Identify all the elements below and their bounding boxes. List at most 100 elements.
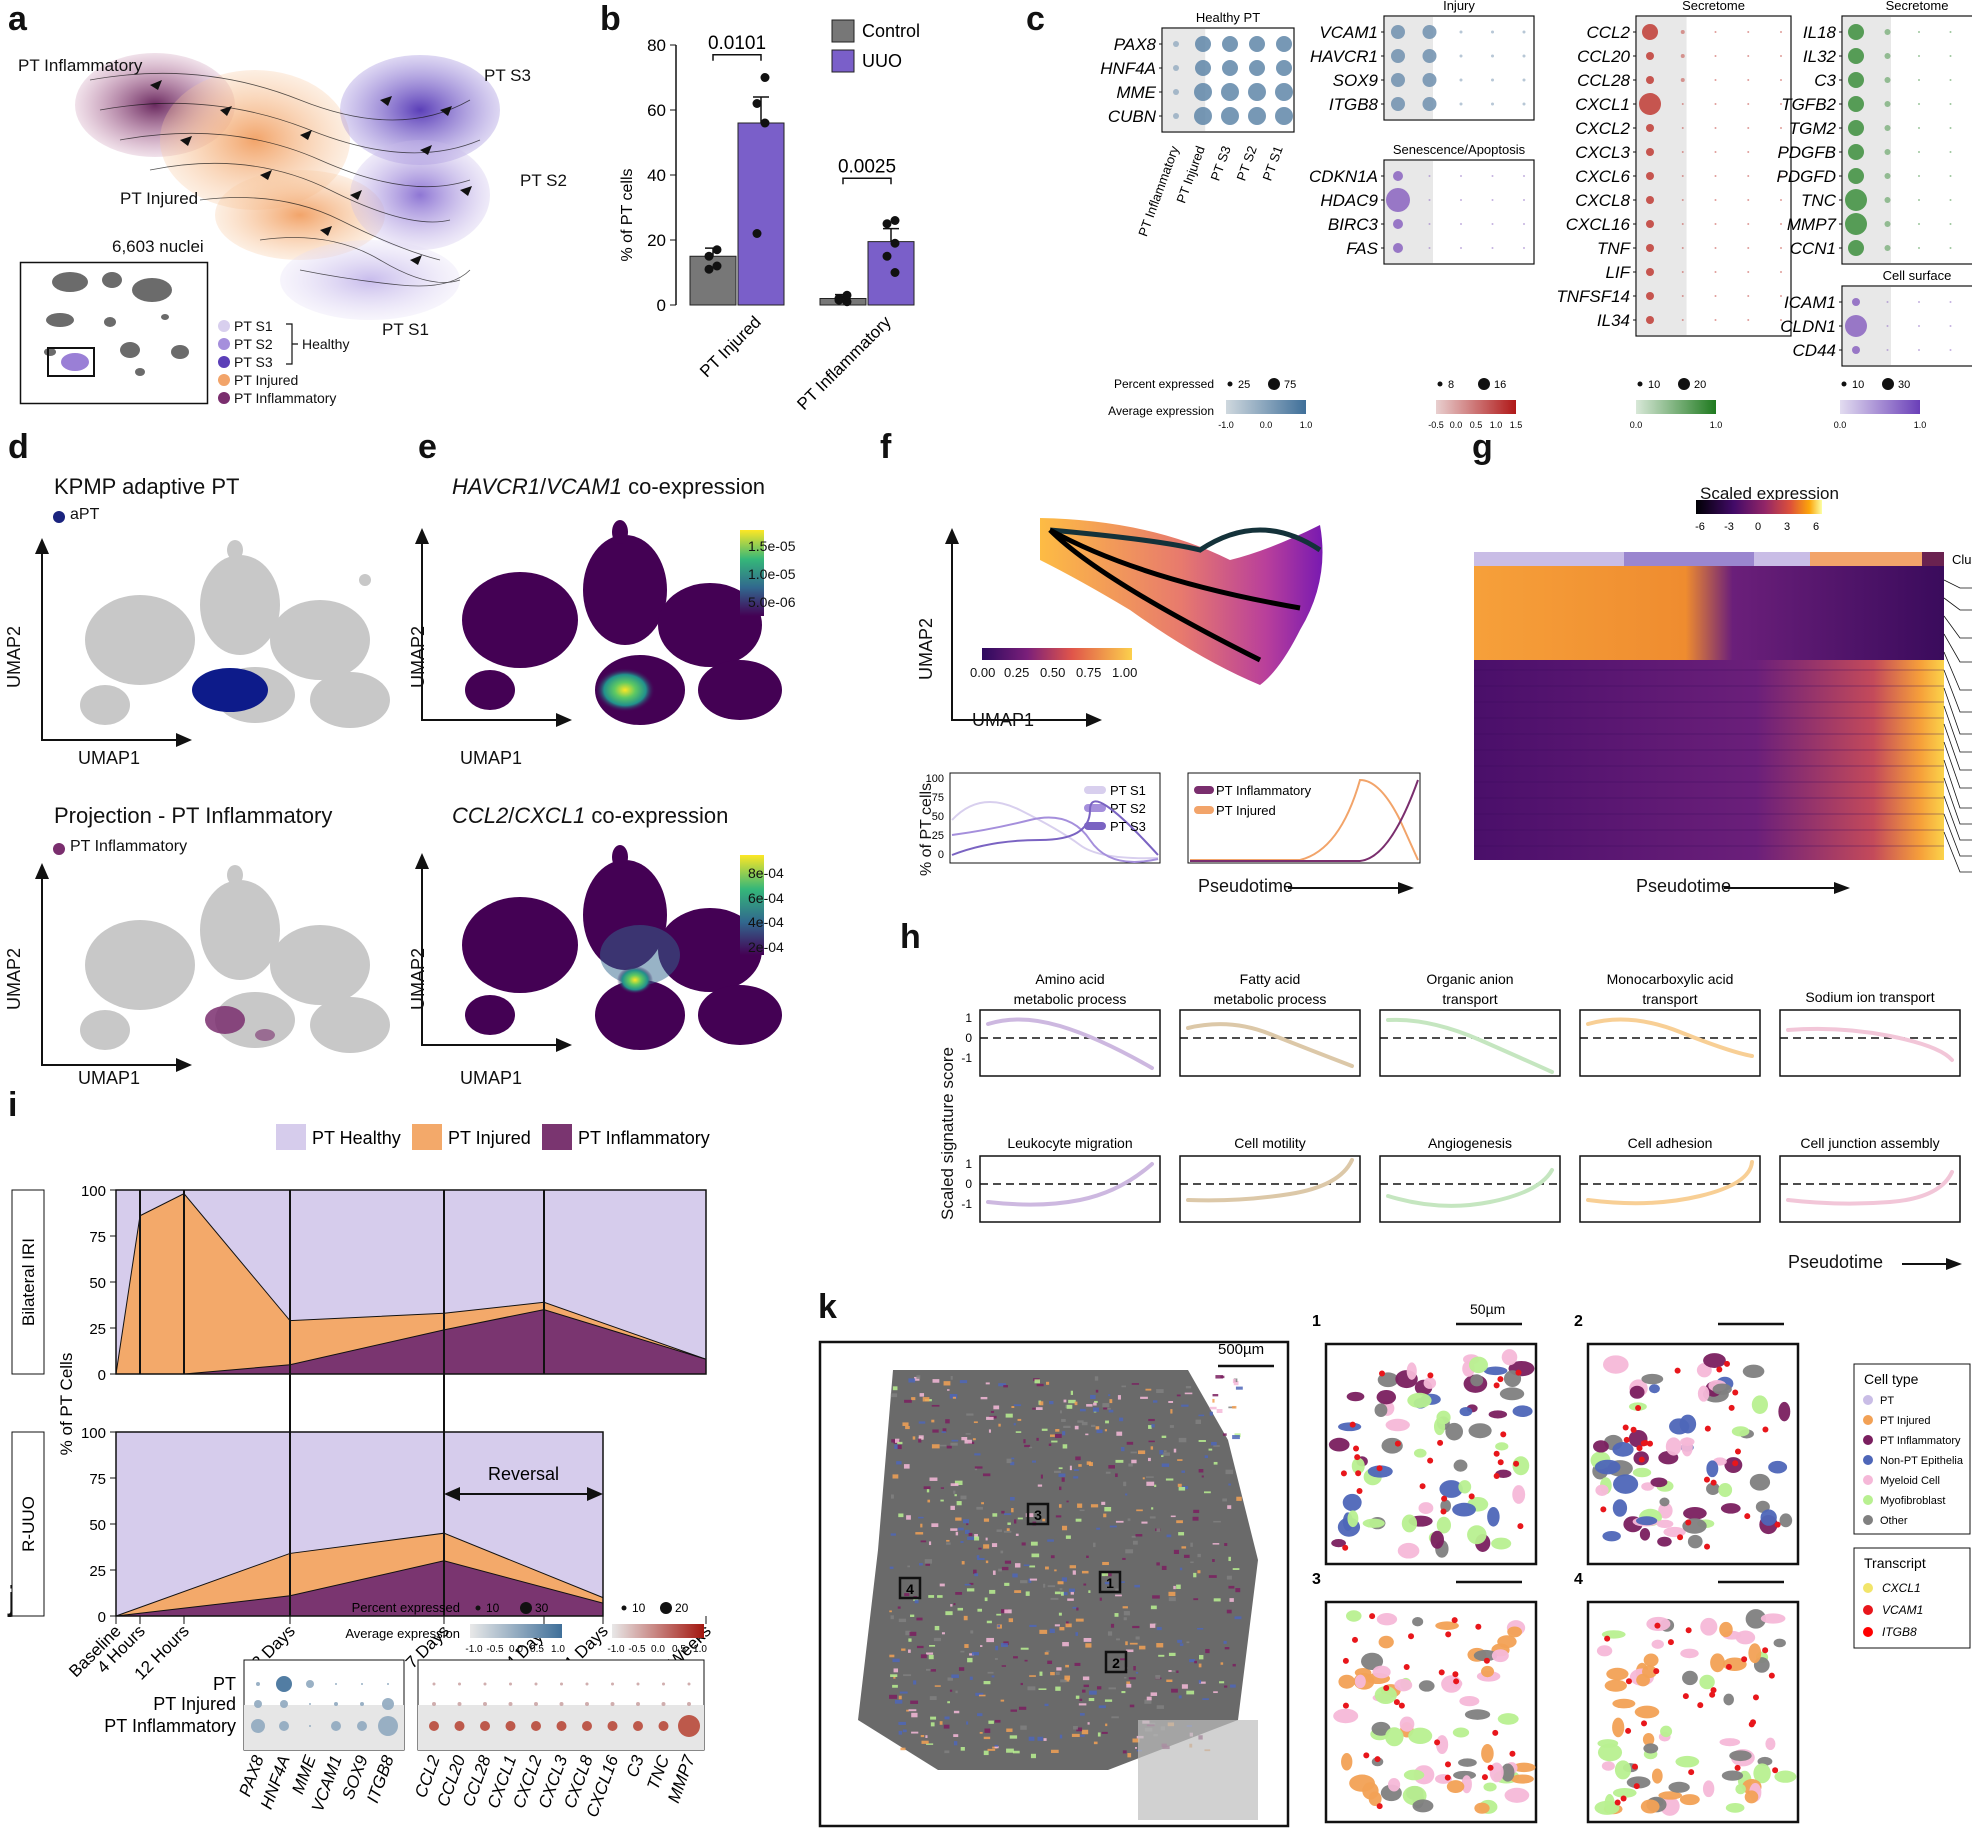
k-transcript-dot	[1340, 1470, 1347, 1477]
k-inset-cell	[1641, 1482, 1655, 1491]
k-cell-speck	[1070, 1591, 1074, 1595]
c-secretome1-gene: CXCL2	[1575, 119, 1630, 138]
k-inset-cell	[1351, 1457, 1365, 1475]
c-cellsurface-gene: ICAM1	[1784, 293, 1836, 312]
c-secretome2-gene: MMP7	[1787, 215, 1837, 234]
g-gene-leader	[1943, 633, 1972, 663]
k-cell-speck	[1184, 1392, 1193, 1395]
k-cell-speck	[946, 1539, 950, 1542]
k-cell-speck	[1220, 1662, 1224, 1665]
k-cell-speck	[913, 1680, 917, 1685]
k-cell-speck	[1006, 1458, 1012, 1464]
panel-f-cbar-tick-4: 1.00	[1112, 665, 1138, 680]
k-transcript-dot	[1623, 1436, 1630, 1443]
k-cell-speck	[1063, 1425, 1071, 1429]
k-cell-speck	[1101, 1731, 1108, 1734]
c-healthy-dot	[1275, 83, 1293, 101]
panel-h-ylabel: Scaled signature score	[938, 1047, 957, 1220]
k-inset-cell	[1512, 1405, 1533, 1418]
k-inset-cell	[1735, 1783, 1746, 1795]
c-secretome1-dot	[1747, 151, 1750, 153]
b-point	[752, 229, 762, 238]
k-cell-speck	[1158, 1654, 1165, 1657]
k-cell-speck	[890, 1533, 896, 1536]
k-cell-speck	[1122, 1557, 1126, 1560]
k-inset-cell	[1604, 1794, 1615, 1814]
c-injury-dot	[1522, 54, 1526, 58]
g-gene-leader	[1943, 777, 1972, 825]
k-cell-speck	[943, 1724, 950, 1729]
k-cell-speck	[1068, 1399, 1076, 1404]
k-transcript-dot	[1640, 1440, 1647, 1447]
f-legend-label: PT Injured	[1216, 803, 1276, 818]
f-legend-label: PT S2	[1110, 801, 1146, 816]
k-cell-speck	[969, 1582, 974, 1585]
k-inset-cell	[1491, 1537, 1512, 1550]
g-gene-leader	[1943, 795, 1972, 841]
j-dot	[254, 1700, 262, 1708]
k-cell-speck	[978, 1547, 982, 1550]
k-cell-speck	[1106, 1407, 1111, 1410]
c-secretome2-dot	[1884, 197, 1891, 203]
j-size-dot	[621, 1605, 627, 1611]
k-transcript-dot	[1509, 1750, 1516, 1757]
k-cell-speck	[1234, 1616, 1242, 1620]
k-cell-speck	[1081, 1421, 1088, 1426]
c-secretome1-gene: CXCL1	[1575, 95, 1630, 114]
i-ruuo-ytick: 100	[81, 1425, 106, 1442]
k-cell-speck	[898, 1618, 907, 1623]
c-secretome1-dot	[1747, 247, 1750, 249]
k-cell-speck	[893, 1675, 896, 1679]
k-inset-cell	[1413, 1448, 1427, 1458]
k-transcript-legend-title: Transcript	[1864, 1555, 1926, 1571]
k-cell-speck	[944, 1750, 950, 1754]
k-cell-speck	[943, 1381, 951, 1386]
c-senescence-dot	[1523, 247, 1525, 249]
k-cell-speck	[911, 1731, 919, 1734]
c-injury-gene: SOX9	[1333, 71, 1379, 90]
j-dot	[256, 1682, 260, 1686]
k-transcript-dot	[1725, 1663, 1732, 1670]
k-cell-speck	[1178, 1695, 1182, 1699]
k-transcript-label: ITGB8	[1882, 1625, 1917, 1639]
k-cell-speck	[1190, 1542, 1193, 1547]
k-inset-cell	[1597, 1743, 1623, 1762]
k-inset-cell	[1385, 1418, 1410, 1432]
c-secretome2-dot	[1918, 55, 1920, 57]
k-cell-speck	[976, 1555, 980, 1559]
k-cell-speck	[910, 1614, 915, 1617]
c-secretome1-dot	[1714, 247, 1717, 249]
k-roi-box	[1026, 1502, 1050, 1526]
k-inset-cell	[1374, 1403, 1388, 1418]
k-cell-speck	[1208, 1448, 1213, 1451]
c-healthy-dot	[1222, 36, 1238, 52]
k-inset-cell	[1453, 1459, 1468, 1472]
k-inset-cell	[1656, 1519, 1674, 1529]
c-senescence-dot	[1428, 199, 1431, 201]
k-cell-speck	[1177, 1639, 1183, 1643]
k-cell-speck	[1093, 1542, 1096, 1548]
i-legend-label: PT Injured	[448, 1128, 531, 1148]
k-inset-cell	[1346, 1610, 1362, 1622]
k-inset-cell	[1512, 1485, 1526, 1504]
k-cell-speck	[996, 1529, 1002, 1532]
k-transcript-dot	[1497, 1459, 1504, 1466]
k-inset-cell	[1510, 1774, 1534, 1784]
k-cell-speck	[1144, 1699, 1152, 1704]
j-row-label: PT	[213, 1674, 236, 1694]
panel-f-pseudotime-arrow	[1288, 882, 1414, 894]
k-inset-cell	[1682, 1670, 1698, 1686]
k-cell-speck	[1012, 1750, 1020, 1754]
k-cell-speck	[911, 1397, 916, 1401]
c-color-legend-bar	[1436, 400, 1516, 414]
c-secretome1-dot	[1780, 223, 1782, 225]
k-cell-speck	[1151, 1507, 1154, 1510]
k-cell-speck	[1232, 1405, 1237, 1409]
k-transcript-dot	[1487, 1764, 1494, 1771]
b-legend-label: UUO	[862, 51, 902, 71]
k-inset-cell	[1718, 1482, 1733, 1498]
k-transcript-dot	[1452, 1671, 1459, 1678]
k-cell-speck	[931, 1419, 935, 1423]
k-cell-speck	[906, 1709, 909, 1712]
c-secretome1-gene: CXCL16	[1566, 215, 1631, 234]
